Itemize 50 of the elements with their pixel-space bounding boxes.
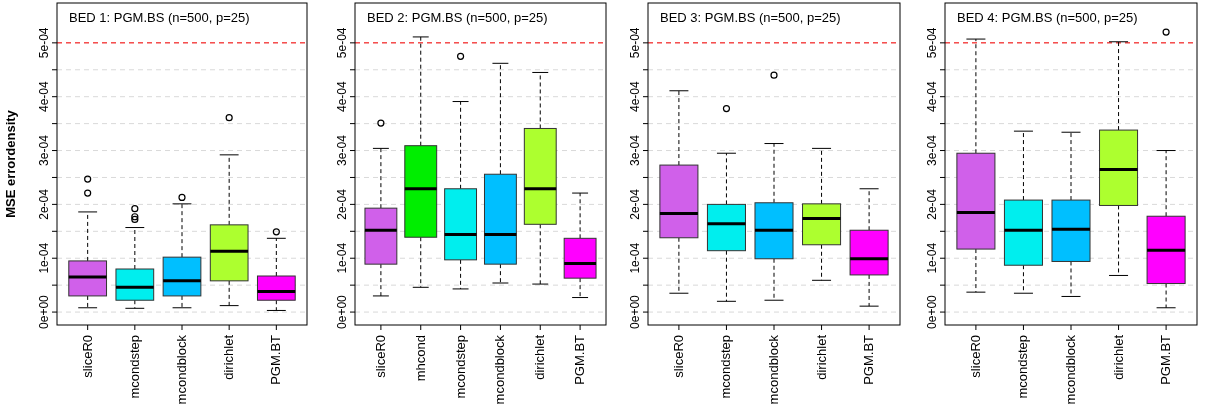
x-tick-label: dirichlet bbox=[221, 334, 237, 380]
y-tick-label: 4e-04 bbox=[335, 81, 349, 113]
x-tick-label: mcondstep bbox=[452, 335, 468, 399]
y-tick-label: 1e-04 bbox=[335, 242, 349, 274]
y-tick-label: 4e-04 bbox=[628, 81, 642, 113]
x-tick-label: mcondblock bbox=[766, 334, 781, 405]
x-tick-label: mcondstep bbox=[718, 335, 734, 399]
y-tick-label: 3e-04 bbox=[37, 134, 51, 166]
y-tick-label: 4e-04 bbox=[37, 81, 51, 113]
x-tick-label: dirichlet bbox=[813, 334, 829, 380]
y-axis-title: MSE errordensity bbox=[3, 109, 18, 218]
y-tick-label: 2e-04 bbox=[37, 188, 51, 220]
y-tick-label: 5e-04 bbox=[628, 27, 642, 59]
x-tick-label: sliceR0 bbox=[79, 335, 95, 378]
x-tick-label: mcondblock bbox=[174, 334, 189, 405]
x-tick-label: sliceR0 bbox=[967, 335, 983, 378]
y-tick-label: 0e+00 bbox=[925, 294, 939, 329]
y-tick-label: 5e-04 bbox=[37, 27, 51, 59]
y-tick-label: 0e+00 bbox=[335, 294, 349, 329]
text: BED 2: PGM.BS (n=500, p=25) bbox=[367, 10, 548, 25]
y-tick-label: 2e-04 bbox=[628, 188, 642, 220]
y-tick-label: 3e-04 bbox=[335, 134, 349, 166]
x-tick-label: PGM.BT bbox=[268, 334, 284, 385]
x-tick-label: PGM.BT bbox=[572, 334, 588, 385]
text: BED 4: PGM.BS (n=500, p=25) bbox=[957, 10, 1138, 25]
x-tick-label: PGM.BT bbox=[861, 334, 877, 385]
text: BED 1: PGM.BS (n=500, p=25) bbox=[69, 10, 250, 25]
x-tick-label: mcondstep bbox=[126, 335, 142, 399]
x-tick-label: sliceR0 bbox=[670, 335, 686, 378]
y-tick-label: 3e-04 bbox=[925, 134, 939, 166]
x-tick-label: PGM.BT bbox=[1158, 334, 1174, 385]
x-tick-label: mhcond bbox=[412, 335, 428, 382]
y-tick-label: 0e+00 bbox=[37, 294, 51, 329]
x-tick-label: mcondblock bbox=[492, 334, 508, 405]
y-tick-label: 2e-04 bbox=[335, 188, 349, 220]
y-tick-label: 1e-04 bbox=[628, 242, 642, 274]
text: BED 3: PGM.BS (n=500, p=25) bbox=[660, 10, 841, 25]
y-tick-label: 5e-04 bbox=[335, 27, 349, 59]
y-tick-label: 3e-04 bbox=[628, 134, 642, 166]
y-tick-label: 5e-04 bbox=[925, 27, 939, 59]
y-tick-label: 1e-04 bbox=[925, 242, 939, 274]
x-tick-label: dirichlet bbox=[1110, 334, 1126, 380]
y-tick-label: 0e+00 bbox=[628, 294, 642, 329]
y-tick-label: 2e-04 bbox=[925, 188, 939, 220]
y-tick-label: 1e-04 bbox=[37, 242, 51, 274]
x-tick-label: mcondstep bbox=[1015, 335, 1031, 399]
x-tick-label: sliceR0 bbox=[372, 335, 388, 378]
y-tick-label: 4e-04 bbox=[925, 81, 939, 113]
x-tick-label: mcondblock bbox=[1063, 334, 1078, 405]
x-tick-label: dirichlet bbox=[532, 334, 548, 380]
